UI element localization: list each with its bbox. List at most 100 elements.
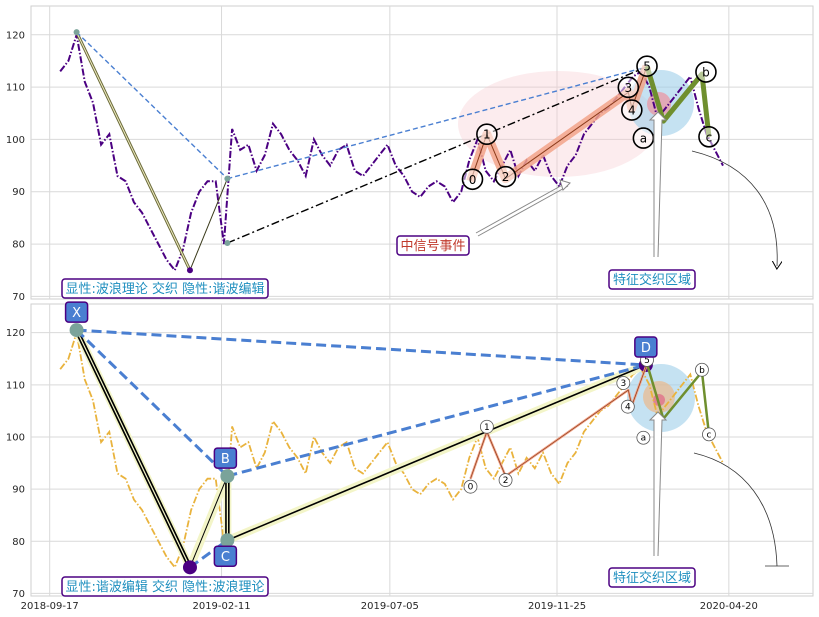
wave-label-circle-bottom-b <box>695 362 709 377</box>
feature-zone-label-bottom: 特征交织区域 <box>613 570 691 586</box>
plot-frame-bottom <box>30 303 814 597</box>
cd-leg-bottom <box>227 364 647 541</box>
y-tick-label: 70 <box>12 589 25 600</box>
corrective-wave-band-bottom <box>645 363 711 435</box>
wave-label-circle-0 <box>461 168 484 191</box>
wave-label-circle-2 <box>494 165 517 188</box>
harmonic-badge-X <box>64 301 89 323</box>
wave-label-circle-bottom-a <box>636 430 651 445</box>
signal-arrow-shaft-2 <box>477 185 569 237</box>
price-series-bottom <box>59 332 724 570</box>
wave-label-circle-1 <box>476 123 498 145</box>
y-tick-label: 90 <box>12 485 25 496</box>
y-tick-label: 90 <box>12 187 25 198</box>
harmonic-label-X: X <box>72 306 81 321</box>
y-tick-label: 70 <box>12 292 25 303</box>
wave-label-c: c <box>706 130 713 144</box>
y-tick-label: 80 <box>12 537 25 548</box>
bd-dashed-bottom <box>226 363 647 478</box>
wave-label-circle-4 <box>621 99 643 121</box>
harmonic-point <box>224 175 231 182</box>
wave-label-b: b <box>702 66 710 80</box>
wave-label-2: 2 <box>502 170 510 184</box>
harmonic-point-bottom <box>220 469 235 484</box>
corrective-wave-band <box>644 65 712 138</box>
harmonic-point <box>224 240 231 247</box>
wave-label-bottom-3: 3 <box>620 379 626 389</box>
price-series-top <box>59 34 724 273</box>
xb-dashed-bottom <box>75 328 229 478</box>
harmonic-label-B: B <box>221 452 230 467</box>
wave-label-circle-a <box>632 127 655 149</box>
wave-label-bottom-4: 4 <box>625 403 631 413</box>
xb-dashed <box>76 31 228 180</box>
wave-label-bottom-5: 5 <box>644 356 650 366</box>
ac-dashed-bottom <box>189 538 229 569</box>
forecast-curve-top <box>691 150 777 266</box>
wave-label-circle-c <box>698 126 720 148</box>
ab-leg-bottom <box>189 475 228 568</box>
wave-label-bottom-2: 2 <box>503 476 509 486</box>
caption-bottom: 显性:谐波编辑 交织 隐性:波浪理论 <box>65 579 264 595</box>
harmonic-point <box>186 267 193 274</box>
harmonic-label-C: C <box>221 550 230 565</box>
caption-box-top <box>61 278 269 299</box>
wave-label-circle-3 <box>617 76 640 99</box>
feature-zone-arrow-bottom <box>648 411 668 557</box>
y-tick-label: 120 <box>6 328 25 339</box>
feature-zone-label-top: 特征交织区域 <box>613 272 691 288</box>
wave-zone-ellipse <box>458 71 658 177</box>
signal-event-box <box>396 235 470 256</box>
wave-label-circle-b <box>695 61 717 83</box>
impulse-wave-line-bottom <box>470 363 648 479</box>
wave-label-circle-bottom-c <box>702 427 716 442</box>
harmonic-badge-B <box>213 447 238 469</box>
wave-label-4: 4 <box>628 104 636 118</box>
xd-dashed-bottom <box>76 328 646 367</box>
harmonic-badge-C <box>213 545 238 567</box>
wave-label-5: 5 <box>643 60 651 74</box>
harmonic-badge-D <box>634 336 658 358</box>
caption-top: 显性:波浪理论 交织 隐性:谐波编辑 <box>65 281 264 297</box>
wave-label-bottom-c: c <box>706 430 711 440</box>
y-tick-label: 100 <box>6 135 25 146</box>
xa-leg-bottom-inner <box>76 329 191 568</box>
x-tick-label: 2019-11-25 <box>528 601 586 612</box>
signal-arrow-head <box>559 179 571 191</box>
wave-label-circle-bottom-0 <box>463 479 478 494</box>
wave-label-circle-bottom-1 <box>479 419 494 434</box>
wave-label-bottom-b: b <box>699 366 705 376</box>
wave-label-circle-bottom-3 <box>616 376 631 390</box>
x-tick-label: 2019-02-11 <box>192 601 250 612</box>
caption-box-bottom <box>61 576 269 597</box>
wave-label-circle-5 <box>636 55 658 77</box>
x-tick-label: 2020-04-20 <box>700 601 758 612</box>
wave-label-circle-bottom-2 <box>498 473 513 487</box>
y-tick-label: 110 <box>6 380 25 391</box>
harmonic-point-bottom <box>69 323 84 338</box>
y-tick-label: 100 <box>6 432 25 443</box>
harmonic-point <box>73 29 80 36</box>
wave-label-bottom-0: 0 <box>468 483 474 493</box>
harmonic-point-bottom <box>220 533 235 548</box>
wave-label-a: a <box>640 132 647 146</box>
wave-label-bottom-1: 1 <box>484 423 490 433</box>
ab-leg <box>189 178 228 271</box>
feature-zone-box-bottom <box>608 567 696 588</box>
y-tick-label: 80 <box>12 240 25 251</box>
forecast-curve-bottom <box>693 452 778 567</box>
cd-dashdot <box>227 66 647 244</box>
wave-label-circle-bottom-4 <box>620 399 635 414</box>
harmonic-point-bottom <box>182 560 197 575</box>
signal-arrow-shaft <box>475 182 567 234</box>
signal-event-label: 中信号事件 <box>400 239 465 254</box>
wave-label-3: 3 <box>624 81 632 95</box>
feature-zone-arrow-top <box>648 111 668 258</box>
wave-label-1: 1 <box>483 128 491 142</box>
feature-zone-box-top <box>608 269 696 290</box>
y-tick-label: 110 <box>6 83 25 94</box>
bd-dashed <box>227 66 647 180</box>
y-tick-label: 120 <box>6 30 25 41</box>
xa-leg-inner <box>76 31 191 271</box>
x-tick-label: 2018-09-17 <box>21 601 79 612</box>
